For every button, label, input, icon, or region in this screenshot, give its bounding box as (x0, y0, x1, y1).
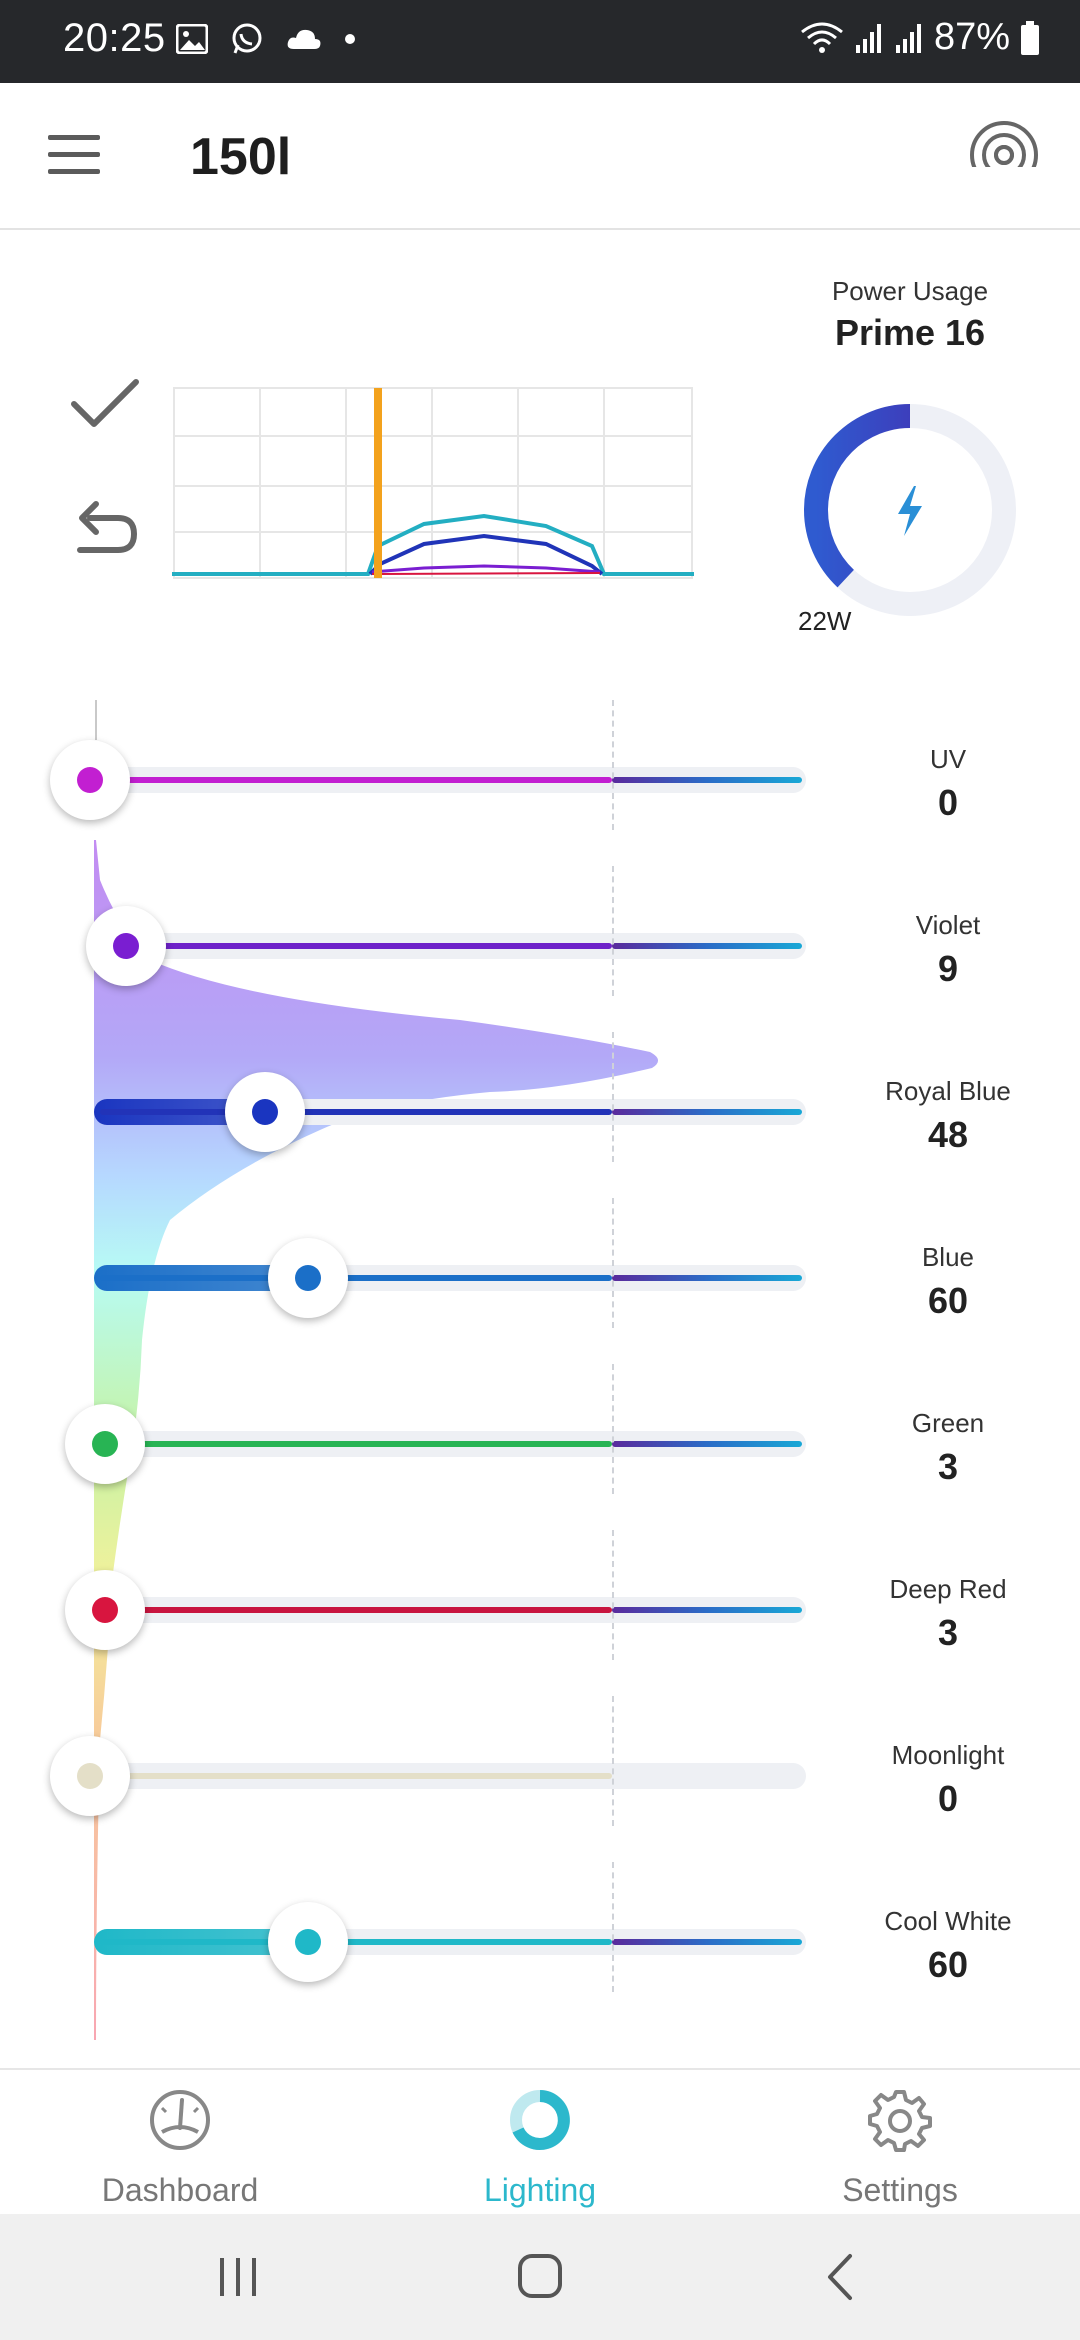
bottom-nav: Dashboard Lighting Settings (0, 2068, 1080, 2214)
app-bar: 150l (0, 83, 1080, 230)
system-nav-bar (0, 2214, 1080, 2340)
slider-knob[interactable] (267, 1238, 348, 1318)
power-watts: 22W (798, 606, 852, 636)
channel-value: 0 (937, 1778, 959, 1819)
schedule-preview-chart[interactable] (172, 386, 694, 582)
undo-icon[interactable] (74, 500, 138, 560)
back-icon[interactable] (812, 2252, 872, 2302)
battery-percent: 87% (933, 16, 1010, 58)
nav-lighting[interactable]: Lighting (360, 2070, 720, 2216)
limit-marker (612, 1862, 614, 1992)
battery-icon (1021, 20, 1039, 55)
slider-line (100, 777, 612, 783)
limit-marker (612, 1696, 614, 1826)
nav-dashboard[interactable]: Dashboard (0, 2070, 360, 2216)
channel-row: Green 3 (0, 1364, 1080, 1506)
channel-row: Violet 9 (0, 866, 1080, 1008)
slider-knob[interactable] (64, 1404, 145, 1484)
channel-value: 3 (937, 1612, 959, 1653)
nav-label-dashboard: Dashboard (101, 2172, 259, 2208)
slider-overdrive-segment (612, 1109, 802, 1115)
channel-row: Cool White 60 (0, 1862, 1080, 2004)
slider-knob[interactable] (50, 740, 130, 820)
slider-overdrive-segment (612, 777, 802, 783)
slider-overdrive-segment (612, 1441, 802, 1447)
gallery-icon (176, 24, 208, 54)
slider-overdrive-segment (612, 1607, 802, 1613)
gear-icon (868, 2090, 932, 2152)
slider-knob[interactable] (267, 1902, 348, 1982)
slider-overdrive-segment (612, 943, 802, 949)
channel-value: 60 (927, 1944, 969, 1985)
channel-value: 48 (927, 1114, 969, 1155)
slider-overdrive-segment (612, 1939, 802, 1945)
dot-icon (345, 34, 355, 44)
channel-label: Green (911, 1408, 985, 1438)
system-status: 87% (800, 16, 1040, 59)
channel-row: Moonlight 0 (0, 1696, 1080, 1838)
radio-broadcast-icon[interactable] (968, 119, 1040, 191)
channel-value: 60 (927, 1280, 969, 1321)
nav-label-settings: Settings (842, 2172, 958, 2208)
limit-marker (612, 1364, 614, 1494)
channel-label: Cool White (884, 1906, 1012, 1936)
slider-line (100, 1773, 612, 1779)
channel-label: UV (929, 744, 967, 774)
limit-marker (612, 1198, 614, 1328)
notification-icons (176, 22, 356, 56)
channel-label: Moonlight (891, 1740, 1005, 1770)
cloud-icon (287, 29, 321, 49)
slider-knob[interactable] (50, 1736, 130, 1816)
channel-label: Blue (921, 1242, 975, 1272)
spectrum-curve (94, 700, 659, 2040)
slider-line (100, 1109, 612, 1115)
limit-marker (612, 1530, 614, 1660)
nav-label-lighting: Lighting (483, 2172, 597, 2208)
slider-knob[interactable] (64, 1570, 145, 1650)
channel-value: 0 (937, 782, 959, 823)
status-bar: 20:25 87% (0, 0, 1080, 83)
channel-row: Deep Red 3 (0, 1530, 1080, 1672)
slider-knob[interactable] (224, 1072, 305, 1152)
limit-marker (612, 700, 614, 830)
channel-label: Violet (915, 910, 981, 940)
channel-row: UV 0 (0, 700, 1080, 842)
power-gauge (804, 404, 1016, 616)
limit-marker (612, 866, 614, 996)
channel-label: Royal Blue (885, 1076, 1011, 1106)
check-icon[interactable] (70, 376, 140, 432)
wifi-icon (801, 22, 843, 53)
channel-value: 9 (937, 948, 959, 989)
power-usage-label: Power Usage (831, 276, 989, 306)
slider-knob[interactable] (86, 906, 167, 986)
home-icon[interactable] (510, 2252, 570, 2302)
menu-icon[interactable] (48, 135, 100, 175)
recents-icon[interactable] (208, 2252, 268, 2302)
signal-icon (855, 23, 881, 53)
slider-overdrive-segment (612, 1275, 802, 1281)
slider-line (100, 943, 612, 949)
bolt-icon (898, 486, 922, 536)
limit-marker (612, 1032, 614, 1162)
channel-value: 3 (937, 1446, 959, 1487)
channel-label: Deep Red (889, 1574, 1007, 1604)
slider-line (100, 1607, 612, 1613)
slider-line (100, 1441, 612, 1447)
nav-settings[interactable]: Settings (720, 2070, 1080, 2216)
whatsapp-icon (232, 23, 262, 54)
status-time: 20:25 (63, 16, 166, 60)
channel-row: Blue 60 (0, 1198, 1080, 1340)
gauge-icon (150, 2090, 210, 2150)
slider-line (100, 1275, 612, 1281)
page-title: 150l (190, 128, 292, 186)
power-device-name: Prime 16 (834, 312, 986, 353)
signal-icon (895, 23, 921, 53)
channel-row: Royal Blue 48 (0, 1032, 1080, 1174)
slider-line (100, 1939, 612, 1945)
ring-icon (510, 2090, 570, 2150)
